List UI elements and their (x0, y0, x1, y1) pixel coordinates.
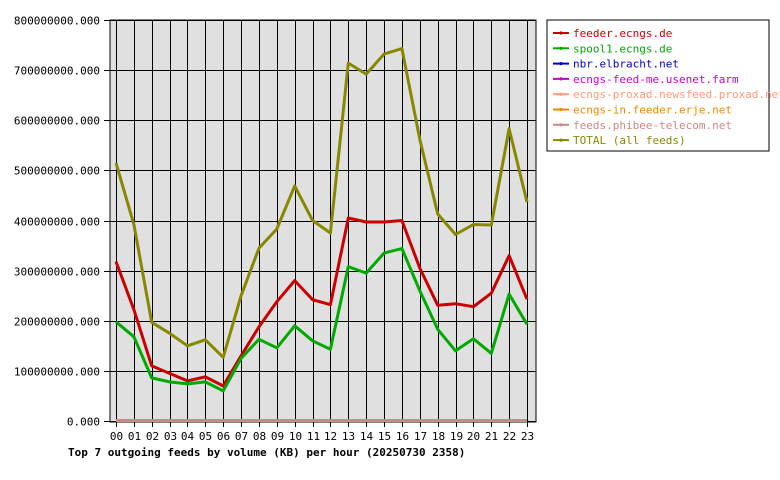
x-tick-label: 00 (110, 430, 123, 443)
x-tick-label: 19 (450, 430, 463, 443)
legend-label: spool1.ecngs.de (573, 42, 672, 55)
y-axis: 0.000 100000000.000 200000000.000 300000000… (14, 15, 110, 429)
legend-label: feeder.ecngs.de (573, 27, 672, 40)
series-line (114, 216, 529, 388)
y-tick-label: 100000000.000 (14, 366, 100, 379)
y-tick-label: 300000000.000 (14, 266, 100, 279)
legend-marker (559, 62, 563, 66)
x-tick-label: 23 (521, 430, 534, 443)
legend-label: ecngs-feed-me.usenet.farm (573, 73, 739, 86)
legend-box (546, 19, 770, 152)
y-tick-label: 700000000.000 (14, 65, 100, 78)
y-tick-label: 800000000.000 (14, 15, 100, 28)
x-tick-label: 21 (485, 430, 498, 443)
x-tick-label: 06 (217, 430, 230, 443)
legend-marker (559, 92, 563, 96)
x-tick-label: 11 (307, 430, 320, 443)
legend-label: TOTAL (all feeds) (573, 134, 686, 147)
legend-label: ecngs-proxad.newsfeed.proxad.net (573, 88, 780, 101)
x-tick-label: 13 (342, 430, 355, 443)
x-tick-label: 15 (378, 430, 391, 443)
chart-title: Top 7 outgoing feeds by volume (KB) per … (68, 446, 465, 459)
x-tick-label: 05 (199, 430, 212, 443)
y-tick-label: 200000000.000 (14, 316, 100, 329)
x-tick-label: 16 (396, 430, 409, 443)
legend-marker (559, 123, 563, 127)
legend: feeder.ecngs.de spool1.ecngs.de nbr.elbrac… (546, 19, 780, 152)
x-tick-label: 10 (289, 430, 302, 443)
legend-marker (559, 138, 563, 142)
legend-label: nbr.elbracht.net (573, 58, 679, 71)
y-tick-label: 0.000 (67, 416, 100, 429)
legend-label: feeds.phibee-telecom.net (573, 119, 732, 132)
x-tick-label: 02 (146, 430, 159, 443)
x-tick-label: 04 (181, 430, 195, 443)
x-tick-label: 22 (503, 430, 516, 443)
x-tick-label: 09 (271, 430, 284, 443)
legend-marker (559, 31, 563, 35)
y-tick-label: 500000000.000 (14, 165, 100, 178)
legend-marker (559, 46, 563, 50)
series-lines (114, 47, 529, 422)
x-tick-label: 01 (128, 430, 141, 443)
x-tick-label: 14 (360, 430, 374, 443)
x-tick-label: 18 (432, 430, 445, 443)
x-tick-label: 08 (253, 430, 266, 443)
x-tick-label: 03 (164, 430, 177, 443)
legend-label: ecngs-in.feeder.erje.net (573, 104, 732, 117)
legend-marker (559, 107, 563, 112)
y-tick-label: 600000000.000 (14, 115, 100, 128)
legend-marker (559, 77, 563, 81)
x-axis: 00 01 02 03 04 05 06 07 08 09 10 11 12 13 14 15 16 17 18 19… (110, 422, 534, 443)
x-tick-label: 17 (414, 430, 427, 443)
series-line (115, 247, 529, 393)
x-tick-label: 12 (324, 430, 337, 443)
x-tick-label: 20 (467, 430, 480, 443)
series-line (114, 47, 529, 359)
x-tick-label: 07 (235, 430, 248, 443)
y-tick-label: 400000000.000 (14, 216, 100, 229)
